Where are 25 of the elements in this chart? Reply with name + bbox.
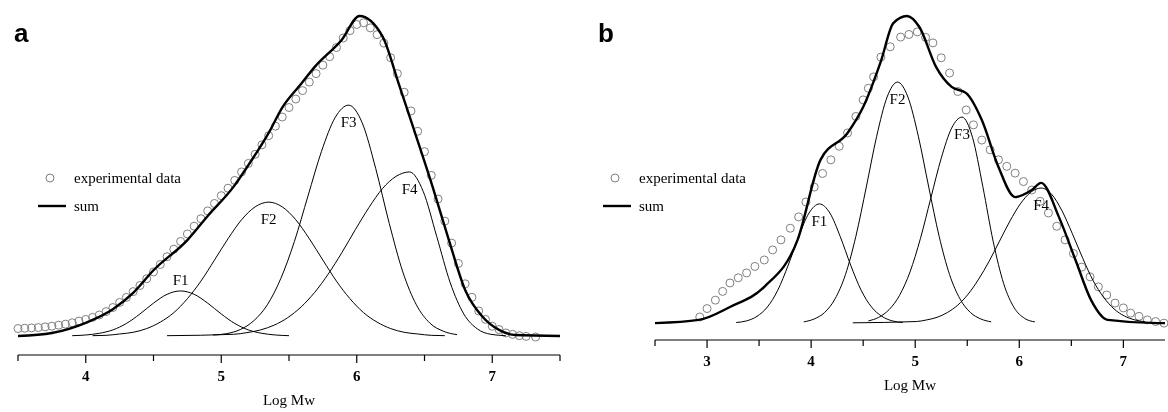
x-tick-label: 4 [807,353,816,369]
series-label: F1 [811,212,828,229]
chart-title: a [14,18,29,48]
x-tick-label: 7 [1119,353,1128,369]
x-tick-label: 5 [217,368,225,384]
series-label: F3 [954,126,970,143]
legend-label: experimental data [639,170,747,186]
series-label: F3 [340,114,357,131]
x-axis-title: Log Mw [262,392,316,408]
legend-label: experimental data [74,170,182,186]
series-label: F4 [1033,197,1050,214]
legend-label: sum [639,198,665,214]
x-tick-label: 5 [911,353,919,369]
x-tick-label: 6 [1015,353,1024,369]
series-label: F2 [889,91,906,108]
x-axis-title: Log Mw [883,377,937,393]
legend-label: sum [74,198,100,214]
series-label: F4 [401,180,419,197]
chart-title: b [598,18,614,48]
x-tick-label: 4 [82,368,90,384]
series-label: F1 [172,271,189,288]
x-tick-label: 7 [488,368,497,384]
series-label: F2 [260,211,277,228]
x-tick-label: 6 [353,368,361,384]
x-tick-label: 3 [703,353,711,369]
